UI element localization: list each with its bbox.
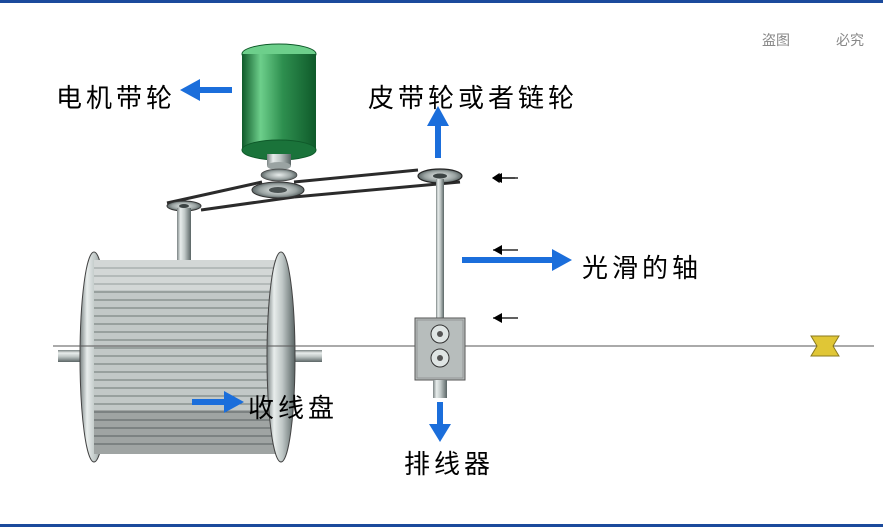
label-wire-arranger: 排线器 bbox=[404, 444, 494, 481]
left-pulley bbox=[167, 201, 201, 244]
label-smooth-shaft: 光滑的轴 bbox=[582, 248, 702, 285]
wire-arranger bbox=[415, 318, 465, 398]
take-up-reel bbox=[58, 244, 322, 462]
small-indicator-arrows bbox=[493, 173, 518, 323]
label-belt-or-sprocket: 皮带轮或者链轮 bbox=[368, 78, 578, 115]
label-take-up-reel: 收线盘 bbox=[248, 388, 338, 425]
smooth-shaft bbox=[436, 179, 444, 318]
belt bbox=[167, 170, 460, 210]
motor bbox=[242, 44, 316, 181]
label-motor-pulley: 电机带轮 bbox=[56, 78, 176, 115]
center-pulley bbox=[252, 182, 304, 198]
